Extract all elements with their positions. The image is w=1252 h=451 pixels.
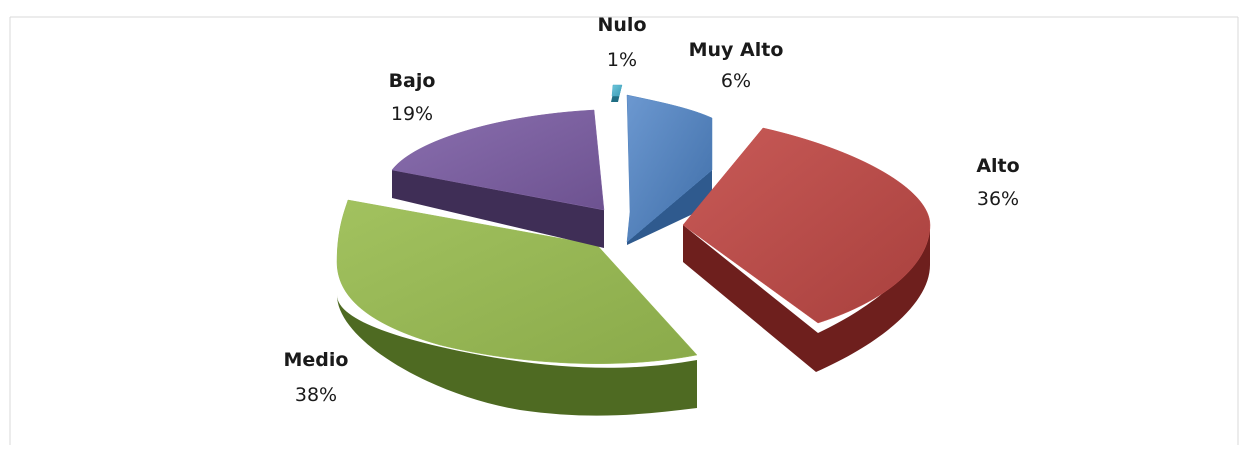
slice-medio [336, 199, 698, 416]
label-nulo-pct: 1% [607, 49, 637, 71]
slice-alto [682, 127, 931, 372]
pie-labels: Nulo 1% Muy Alto 6% Alto 36% Bajo 19% Me… [284, 14, 1020, 406]
label-bajo-name: Bajo [389, 70, 436, 92]
label-muy-alto-name: Muy Alto [689, 39, 784, 61]
slice-nulo [611, 84, 623, 102]
label-alto-pct: 36% [977, 188, 1019, 210]
label-nulo-name: Nulo [598, 14, 647, 36]
label-medio-name: Medio [284, 349, 349, 371]
label-medio-pct: 38% [295, 384, 337, 406]
slice-muy-alto [626, 94, 713, 245]
label-bajo-pct: 19% [391, 103, 433, 125]
slice-bajo [391, 109, 605, 248]
label-muy-alto-pct: 6% [721, 70, 751, 92]
pie-slices [336, 84, 931, 416]
label-alto-name: Alto [976, 155, 1019, 177]
